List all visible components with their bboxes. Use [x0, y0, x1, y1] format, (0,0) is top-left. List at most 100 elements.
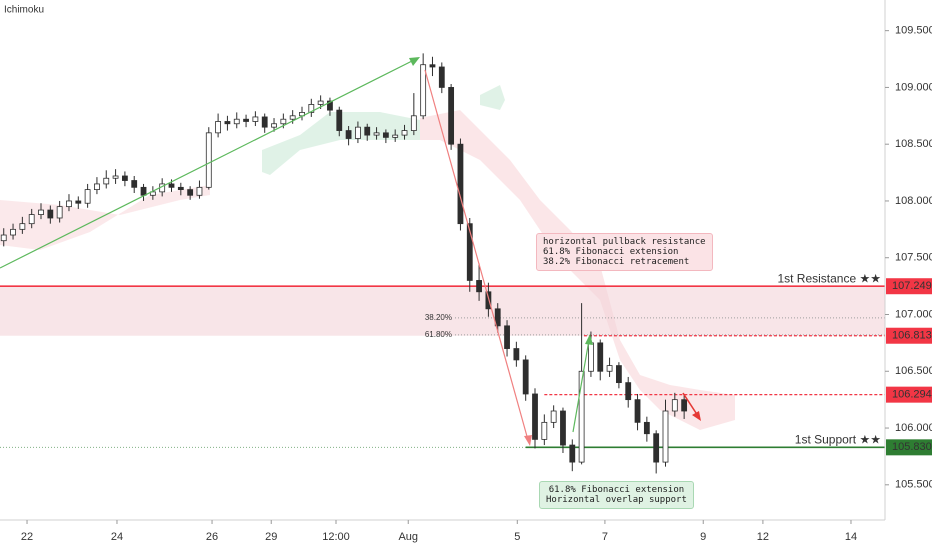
candle-body — [252, 116, 259, 122]
candle-body — [327, 100, 333, 111]
candle-body — [429, 64, 436, 68]
annotation-line: horizontal pullback resistance — [543, 237, 706, 247]
annotation-line: 61.8% Fibonacci extension — [548, 485, 685, 495]
candle-body — [149, 191, 156, 196]
annotation: horizontal pullback resistance 61.8% Fib… — [536, 233, 713, 271]
candle-body — [177, 186, 184, 191]
candle-body — [224, 121, 231, 125]
x-tick-label: 12 — [757, 531, 769, 543]
price-label-bg — [886, 278, 932, 295]
candle-body — [541, 421, 548, 440]
candle-body — [47, 209, 54, 219]
arrows — [0, 57, 701, 446]
candle-body — [103, 177, 110, 185]
candle-body — [615, 365, 622, 384]
annotation-line: Horizontal overlap support — [546, 495, 687, 505]
candle-body — [597, 342, 604, 372]
candle-body — [75, 200, 82, 204]
candle-body — [681, 399, 688, 412]
y-tick-label: 108.500 — [895, 138, 932, 150]
annotation: 61.8% Fibonacci extension Horizontal ove… — [539, 481, 694, 509]
x-tick-label: 22 — [21, 531, 33, 543]
candle-body — [131, 180, 138, 188]
candle-body — [466, 223, 473, 281]
x-tick-label: 12:00 — [322, 531, 350, 543]
candle-body — [606, 365, 613, 372]
candle-body — [66, 200, 72, 208]
candle-body — [243, 118, 249, 122]
y-tick-label: 106.500 — [895, 365, 932, 377]
candle-body — [308, 104, 315, 113]
candle-body — [438, 66, 445, 88]
candle-body — [410, 115, 417, 131]
candle-body — [215, 121, 222, 134]
candle-body — [504, 325, 510, 349]
candle-body — [457, 143, 464, 225]
price-label: 106.294 — [892, 389, 932, 401]
y-tick-label: 109.500 — [895, 25, 932, 37]
candle-body — [560, 410, 566, 446]
candle-body — [56, 206, 63, 219]
candle-body — [355, 126, 361, 139]
x-tick-label: 9 — [700, 531, 706, 543]
level-name: 1st Resistance ★★ — [777, 271, 881, 285]
annotation-line: 38.2% Fibonacci retracement — [543, 257, 690, 267]
candle-body — [205, 132, 212, 188]
candle-body — [513, 348, 520, 361]
x-tick-label: 29 — [265, 531, 277, 543]
candle-body — [345, 130, 352, 139]
candle-body — [196, 186, 203, 196]
candle-body — [0, 234, 7, 242]
fib-label: 38.20% — [425, 313, 452, 322]
candle-body — [382, 132, 389, 138]
candle-body — [364, 126, 371, 136]
candle-body — [38, 209, 44, 215]
candle-body — [94, 183, 100, 191]
candle-body — [84, 189, 91, 204]
candle-body — [550, 410, 557, 423]
candle-body — [532, 393, 538, 440]
candle-body — [522, 359, 529, 395]
price-label: 107.249 — [892, 280, 932, 292]
candle-body — [420, 64, 427, 117]
y-tick-label: 107.000 — [895, 308, 932, 320]
candle-body — [373, 132, 380, 136]
resistance-zone — [0, 286, 885, 336]
y-tick-label: 107.500 — [895, 252, 932, 264]
x-tick-label: 7 — [602, 531, 608, 543]
candle-body — [588, 342, 594, 372]
price-label-bg — [886, 327, 932, 344]
x-tick-label: Aug — [398, 531, 418, 543]
candle-body — [634, 399, 641, 423]
price-label-bg — [886, 439, 932, 456]
candle-body — [233, 118, 240, 125]
candle-body — [10, 228, 16, 236]
candle-body — [494, 308, 501, 327]
candle-body — [569, 444, 576, 463]
candle-body — [448, 87, 455, 145]
candle-body — [336, 109, 343, 131]
x-tick-label: 24 — [111, 531, 123, 543]
candle-body — [578, 370, 585, 463]
candle-body — [671, 399, 678, 412]
price-label: 106.813 — [892, 330, 932, 342]
fib-label: 61.80% — [425, 330, 452, 339]
candle-body — [271, 123, 277, 128]
price-label: 105.830 — [892, 441, 932, 453]
candle-body — [112, 175, 119, 179]
annotation-line: 61.8% Fibonacci extension — [543, 247, 679, 257]
candle-body — [19, 223, 26, 230]
level-name: 1st Support ★★ — [795, 433, 881, 447]
y-tick-label: 105.500 — [895, 479, 932, 491]
x-tick-label: 14 — [845, 531, 857, 543]
candle-body — [140, 186, 147, 196]
y-tick-label: 108.000 — [895, 195, 932, 207]
price-label-bg — [886, 386, 932, 403]
candle-body — [643, 421, 650, 435]
candle-body — [392, 134, 399, 138]
x-tick-label: 5 — [514, 531, 520, 543]
candle-body — [168, 183, 175, 188]
candle-body — [280, 118, 287, 125]
